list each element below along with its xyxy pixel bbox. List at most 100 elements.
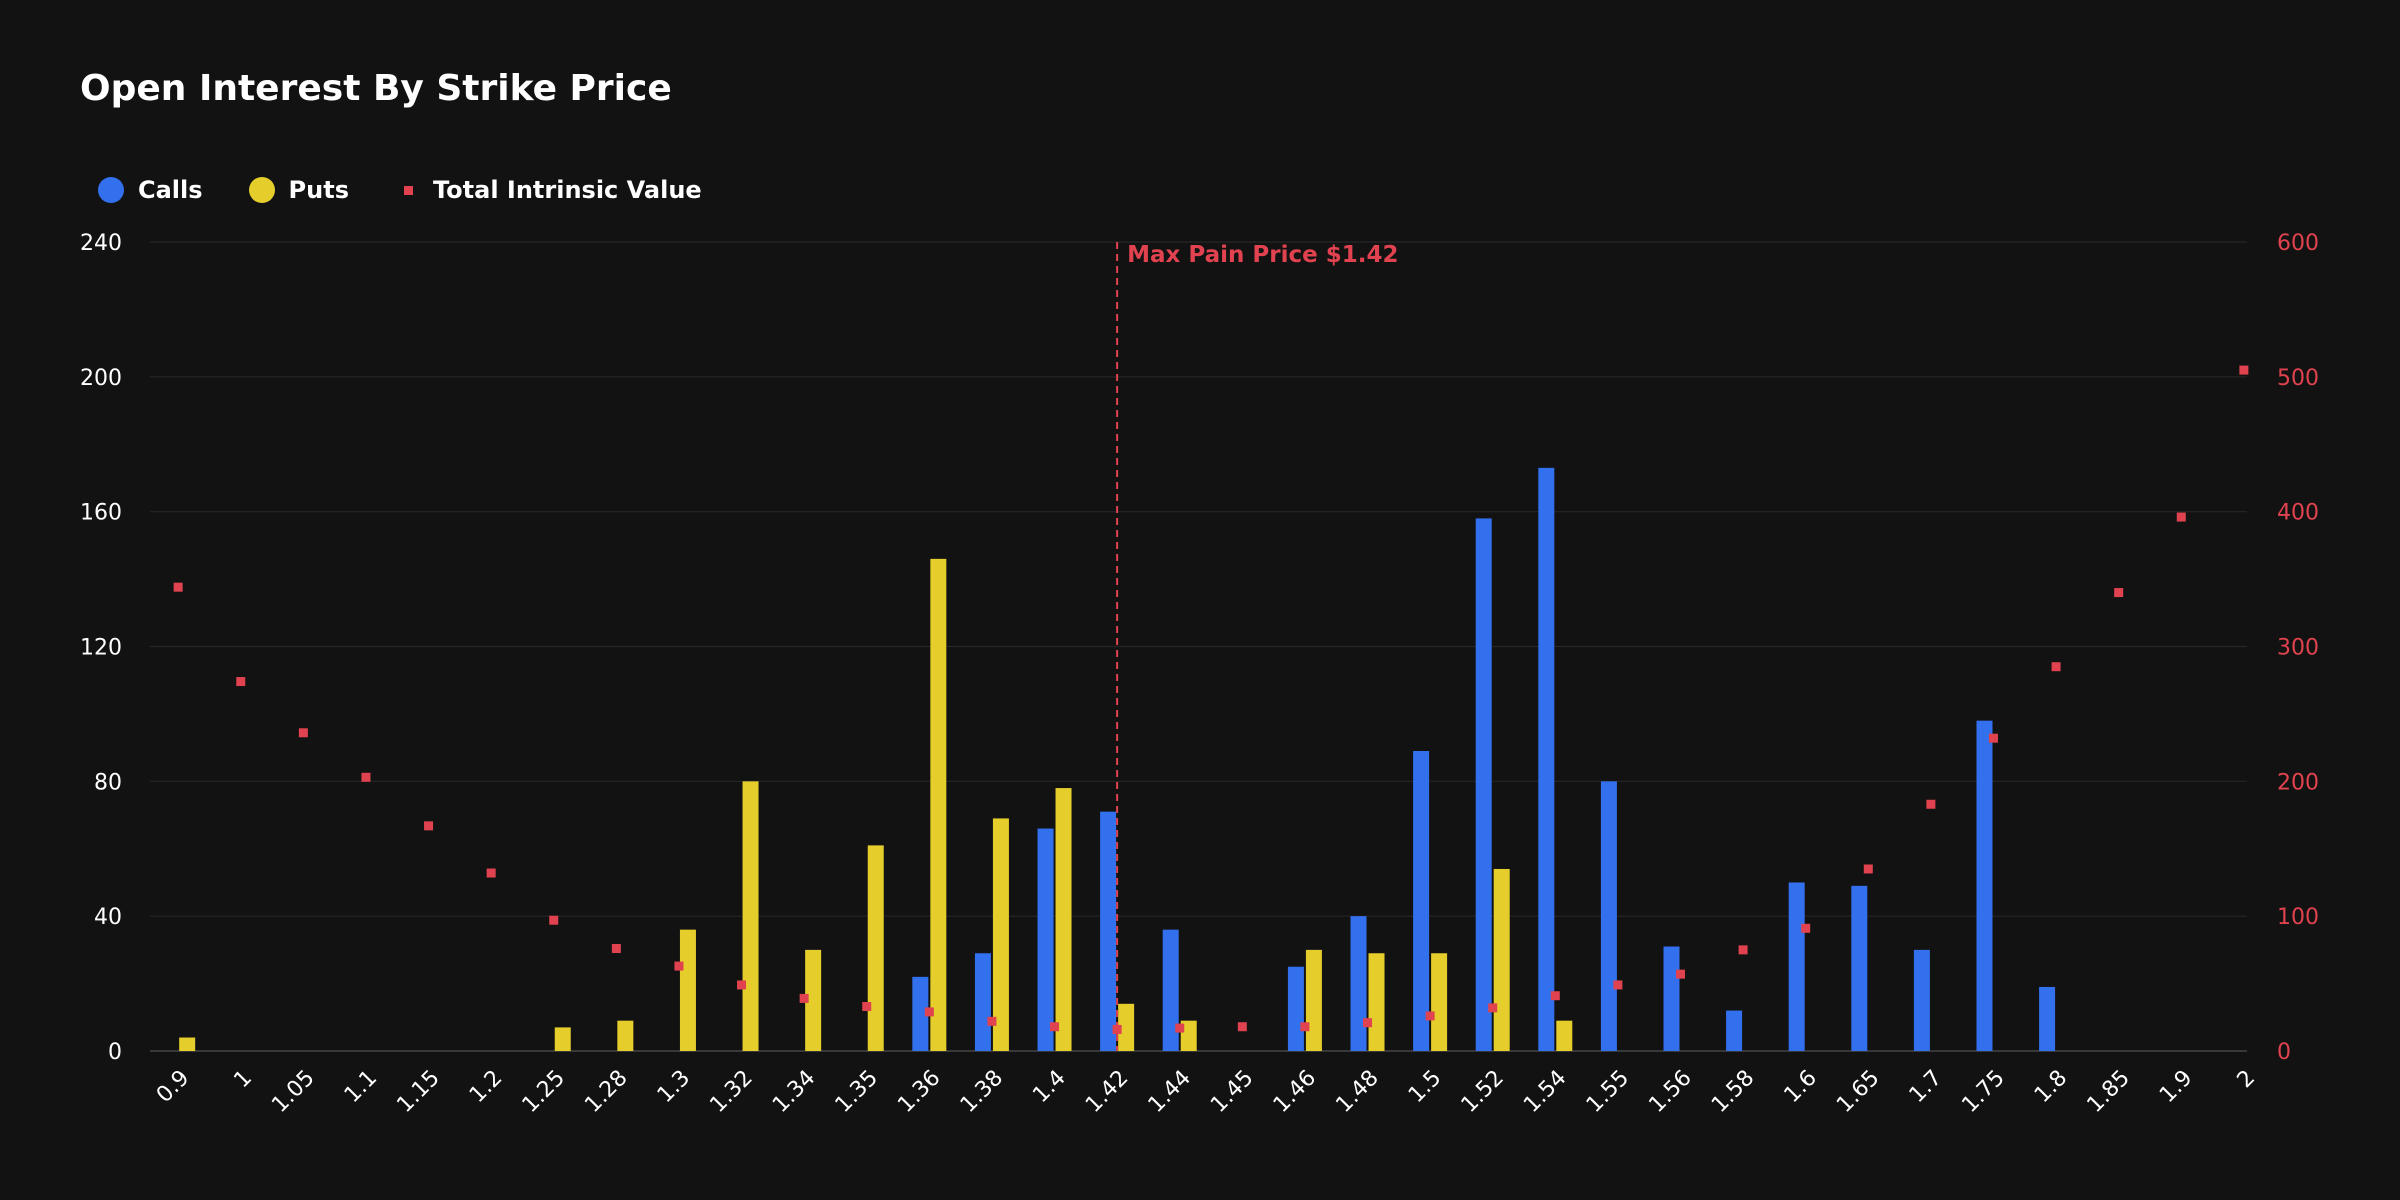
calls-bar xyxy=(1475,518,1492,1051)
x-tick-label: 1.35 xyxy=(831,1066,883,1118)
intrinsic-value-point xyxy=(1175,1023,1185,1033)
intrinsic-value-point xyxy=(1988,733,1998,743)
calls-bar xyxy=(1600,781,1617,1051)
x-tick-label: 1.5 xyxy=(1404,1066,1446,1108)
x-tick-label: 1.75 xyxy=(1957,1066,2009,1118)
x-tick-label: 1.48 xyxy=(1331,1066,1383,1118)
puts-bar xyxy=(554,1027,571,1051)
intrinsic-value-point xyxy=(1050,1022,1060,1032)
calls-bar xyxy=(1287,966,1304,1051)
legend-item-calls[interactable]: Calls xyxy=(98,176,203,204)
max-pain-label: Max Pain Price $1.42 xyxy=(1127,242,1398,268)
calls-bar xyxy=(2039,986,2056,1051)
x-tick-label: 1.55 xyxy=(1582,1066,1634,1118)
calls-bar xyxy=(1913,949,1930,1051)
puts-bar xyxy=(1556,1020,1573,1051)
calls-bar xyxy=(912,976,929,1051)
intrinsic-value-point xyxy=(1550,991,1560,1001)
legend-calls-marker xyxy=(98,177,124,203)
intrinsic-value-point xyxy=(1801,923,1811,933)
intrinsic-value-point xyxy=(173,582,183,592)
intrinsic-value-point xyxy=(1738,945,1748,955)
intrinsic-value-point xyxy=(1613,980,1623,990)
x-tick-label: 1.05 xyxy=(267,1066,319,1118)
intrinsic-value-point xyxy=(236,677,246,687)
intrinsic-value-point xyxy=(1112,1024,1122,1034)
x-tick-label: 1.8 xyxy=(2030,1066,2072,1108)
x-tick-label: 1.25 xyxy=(518,1066,570,1118)
x-tick-label: 1.7 xyxy=(1905,1066,1947,1108)
intrinsic-value-point xyxy=(2239,365,2249,375)
x-tick-label: 1 xyxy=(229,1066,257,1094)
chart-legend: Calls Puts Total Intrinsic Value xyxy=(98,176,748,204)
calls-bar xyxy=(1976,720,1993,1051)
chart-title: Open Interest By Strike Price xyxy=(80,68,672,109)
puts-bar xyxy=(742,781,759,1051)
x-tick-label: 1.46 xyxy=(1269,1066,1321,1118)
x-tick-label: 1.34 xyxy=(768,1066,820,1118)
x-tick-label: 1.4 xyxy=(1028,1066,1070,1108)
puts-bar xyxy=(867,845,884,1051)
y-left-tick-label: 120 xyxy=(80,636,122,661)
x-tick-label: 1.28 xyxy=(580,1066,632,1118)
intrinsic-value-point xyxy=(1863,864,1873,874)
calls-bar xyxy=(1413,750,1430,1051)
legend-item-puts[interactable]: Puts xyxy=(248,176,349,204)
calls-bar xyxy=(1037,828,1054,1051)
intrinsic-value-point xyxy=(1425,1011,1435,1021)
y-right-tick-label: 500 xyxy=(2277,366,2319,391)
y-left-tick-label: 200 xyxy=(80,366,122,391)
y-right-tick-label: 300 xyxy=(2277,636,2319,661)
y-left-tick-label: 0 xyxy=(108,1040,122,1065)
intrinsic-value-point xyxy=(1675,969,1685,979)
x-tick-label: 1.38 xyxy=(956,1066,1008,1118)
legend-item-intrinsic[interactable]: Total Intrinsic Value xyxy=(395,176,702,204)
intrinsic-value-point xyxy=(486,868,496,878)
puts-bar xyxy=(617,1020,634,1051)
x-tick-label: 1.52 xyxy=(1457,1066,1509,1118)
y-left-tick-label: 80 xyxy=(94,770,122,795)
y-right-tick-label: 600 xyxy=(2277,231,2319,256)
puts-bar xyxy=(1368,953,1385,1051)
intrinsic-value-point xyxy=(611,944,621,954)
puts-bar xyxy=(930,558,947,1051)
y-right-tick-label: 0 xyxy=(2277,1040,2291,1065)
puts-bar xyxy=(992,818,1009,1051)
puts-bar xyxy=(1431,953,1448,1051)
x-tick-label: 1.45 xyxy=(1206,1066,1258,1118)
intrinsic-value-point xyxy=(1363,1018,1373,1028)
y-right-tick-label: 100 xyxy=(2277,905,2319,930)
x-tick-label: 1.58 xyxy=(1707,1066,1759,1118)
x-tick-label: 1.65 xyxy=(1832,1066,1884,1118)
puts-bar xyxy=(805,949,822,1051)
y-left-tick-label: 160 xyxy=(80,501,122,526)
calls-bar xyxy=(1538,467,1555,1051)
x-tick-label: 1.56 xyxy=(1644,1066,1696,1118)
puts-bar xyxy=(1180,1020,1197,1051)
intrinsic-value-point xyxy=(1926,799,1936,809)
intrinsic-value-point xyxy=(1300,1022,1310,1032)
y-left-tick-label: 40 xyxy=(94,905,122,930)
intrinsic-value-point xyxy=(1237,1022,1247,1032)
x-tick-label: 1.54 xyxy=(1519,1066,1571,1118)
intrinsic-value-point xyxy=(799,993,809,1003)
intrinsic-value-point xyxy=(862,1002,872,1012)
intrinsic-value-point xyxy=(2176,512,2186,522)
puts-bar xyxy=(1493,868,1510,1051)
puts-bar xyxy=(1305,949,1322,1051)
intrinsic-value-point xyxy=(737,980,747,990)
puts-bar xyxy=(1055,788,1072,1051)
calls-bar xyxy=(1350,916,1367,1051)
intrinsic-value-point xyxy=(2051,662,2061,672)
puts-bar xyxy=(1118,1003,1135,1051)
calls-bar xyxy=(1162,929,1179,1051)
legend-puts-marker xyxy=(248,177,275,203)
x-tick-label: 1.2 xyxy=(465,1066,507,1108)
x-tick-label: 1.3 xyxy=(653,1066,695,1108)
y-left-tick-label: 240 xyxy=(80,231,122,256)
intrinsic-value-point xyxy=(2114,588,2124,598)
legend-intrinsic-marker xyxy=(403,185,413,195)
calls-bar xyxy=(1726,1010,1743,1051)
intrinsic-value-point xyxy=(549,915,559,925)
